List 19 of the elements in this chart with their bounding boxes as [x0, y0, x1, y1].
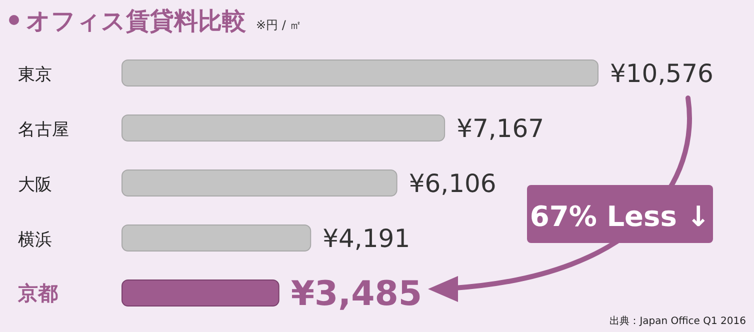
data-label: ¥6,106: [408, 169, 496, 198]
chart-title: オフィス賃貸料比較: [26, 7, 247, 35]
y-tick-label: 東京: [18, 65, 52, 85]
y-tick-label: 名古屋: [18, 120, 69, 140]
bar: [122, 114, 446, 142]
bar: [122, 170, 398, 196]
data-label: ¥7,167: [456, 114, 544, 143]
y-tick-label: 大阪: [18, 175, 52, 195]
data-label: ¥10,576: [610, 59, 714, 88]
y-tick-label: 京都: [17, 281, 58, 305]
source-note: 出典：Japan Office Q1 2016: [610, 315, 746, 327]
data-label: ¥4,191: [322, 224, 410, 253]
y-tick-label: 横浜: [18, 230, 52, 250]
data-label: ¥3,485: [290, 274, 422, 314]
bar: [122, 224, 312, 252]
bar: [122, 60, 598, 86]
annotation: 67% Less ↓: [530, 200, 710, 233]
chart-subtitle: ※円 / ㎡: [256, 18, 302, 32]
bar: [122, 280, 280, 306]
